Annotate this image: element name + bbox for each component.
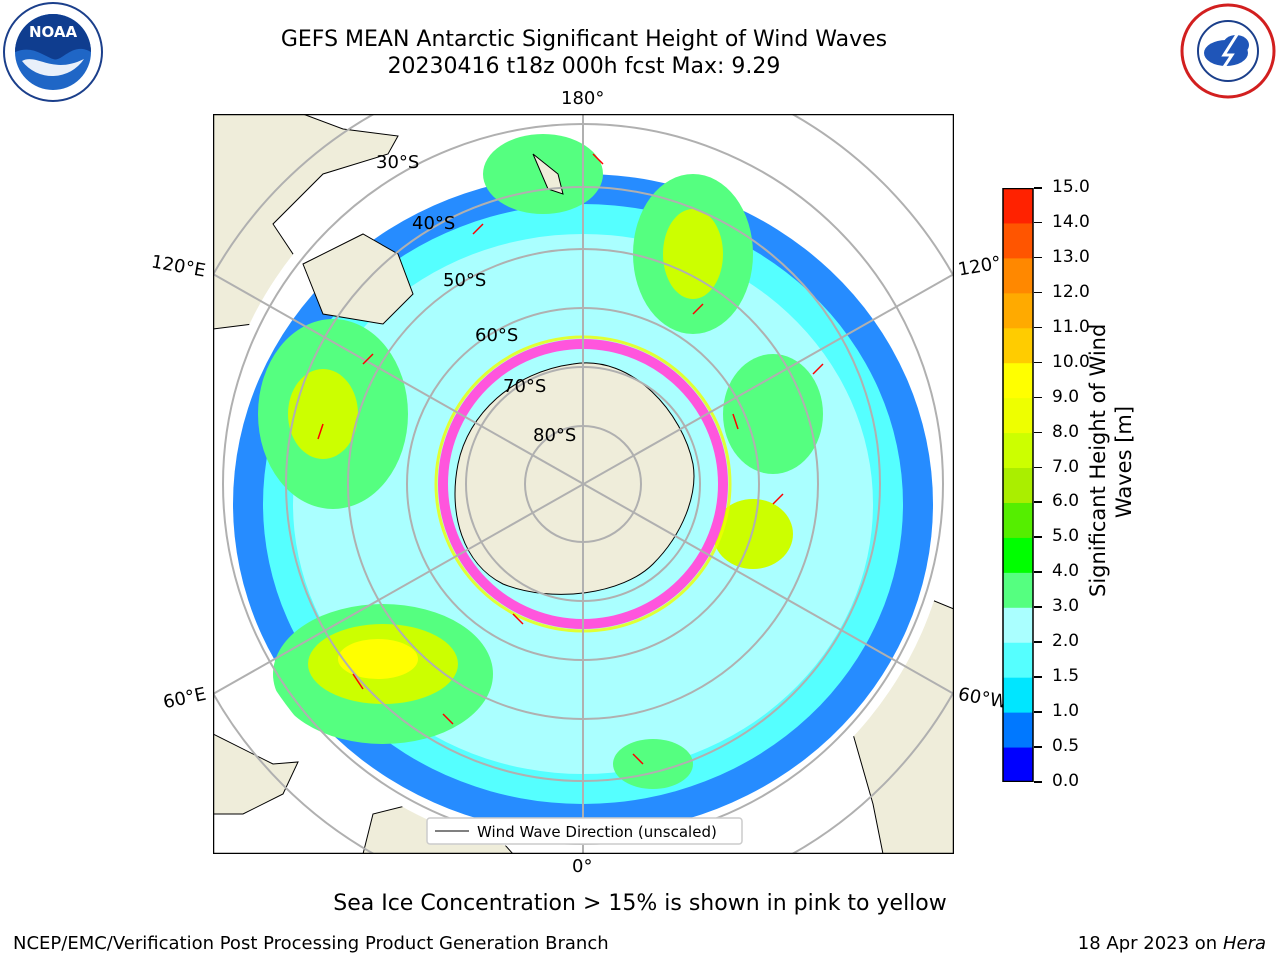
lon-label-120e: 120°E <box>149 251 208 282</box>
colorbar-tick-mark <box>1034 187 1042 189</box>
colorbar-tick-label: 0.0 <box>1052 771 1080 791</box>
colorbar-tick-label: 13.0 <box>1052 246 1090 267</box>
map-legend: Wind Wave Direction (unscaled) <box>426 817 743 845</box>
colorbar-title: Significant Height of Wind Waves [m] <box>1085 323 1145 597</box>
chart-subtitle: 20230416 t18z 000h fcst Max: 9.29 <box>387 54 781 79</box>
colorbar-tick-mark <box>1034 676 1042 678</box>
colorbar-tick-mark <box>1034 291 1042 294</box>
colorbar-tick-mark <box>1034 501 1042 503</box>
colorbar-tick-label: 11.0 <box>1052 316 1090 337</box>
colorbar-band <box>1003 607 1033 643</box>
colorbar-band <box>1003 747 1033 782</box>
colorbar <box>1002 188 1034 782</box>
colorbar-tick-mark <box>1034 536 1042 538</box>
colorbar-tick-label: 15.0 <box>1052 177 1090 197</box>
colorbar-title-line1: Significant Height of Wind <box>1086 323 1110 597</box>
lat-label-50s: 50°S <box>443 270 487 291</box>
colorbar-tick-label: 1.0 <box>1052 701 1080 722</box>
lon-label-0: 0° <box>572 856 593 877</box>
colorbar-tick-label: 4.0 <box>1052 561 1080 582</box>
footer-host: Hera <box>1222 933 1266 954</box>
colorbar-band <box>1003 467 1033 503</box>
lon-label-180: 180° <box>561 88 605 109</box>
colorbar-title-wrap: Significant Height of Wind Waves [m] <box>980 324 1250 597</box>
colorbar-band <box>1003 537 1033 573</box>
legend-label: Wind Wave Direction (unscaled) <box>477 823 717 841</box>
noaa-logo: NOAA <box>3 2 103 102</box>
colorbar-band <box>1003 677 1033 713</box>
colorbar-tick-label: 6.0 <box>1052 491 1080 512</box>
lat-label-70s: 70°S <box>503 376 547 397</box>
colorbar-tick-label: 3.0 <box>1052 596 1080 617</box>
colorbar-band <box>1003 642 1033 678</box>
colorbar-tick-label: 9.0 <box>1052 386 1080 407</box>
lon-label-120w: 120° <box>956 252 1003 281</box>
footer-credit: NCEP/EMC/Verification Post Processing Pr… <box>13 933 609 954</box>
footer-date: 18 Apr 2023 on Hera <box>1078 933 1266 954</box>
colorbar-band <box>1003 292 1033 329</box>
lat-label-80s: 80°S <box>533 425 577 446</box>
lon-label-60e: 60°E <box>161 683 208 714</box>
colorbar-tick-label: 5.0 <box>1052 526 1080 547</box>
colorbar-tick-mark <box>1034 781 1042 783</box>
colorbar-tick-mark <box>1034 396 1042 399</box>
colorbar-tick-mark <box>1034 711 1042 713</box>
colorbar-tick-mark <box>1034 606 1042 608</box>
lat-label-30s: 30°S <box>376 152 420 173</box>
colorbar-tick-label: 14.0 <box>1052 211 1090 232</box>
colorbar-tick-mark <box>1034 466 1042 469</box>
colorbar-band <box>1003 327 1033 364</box>
colorbar-tick-mark <box>1034 431 1042 434</box>
colorbar-tick-label: 1.5 <box>1052 666 1080 687</box>
colorbar-tick-mark <box>1034 326 1042 329</box>
colorbar-tick-label: 12.0 <box>1052 281 1090 302</box>
colorbar-band <box>1003 397 1033 434</box>
colorbar-band <box>1003 712 1033 748</box>
colorbar-tick-label: 2.0 <box>1052 631 1080 652</box>
colorbar-tick-mark <box>1034 571 1042 573</box>
colorbar-band <box>1003 502 1033 538</box>
colorbar-band <box>1003 432 1033 469</box>
colorbar-band <box>1003 188 1033 224</box>
colorbar-band <box>1003 572 1033 608</box>
noaa-logo-text: NOAA <box>29 23 78 41</box>
colorbar-tick-mark <box>1034 221 1042 224</box>
colorbar-tick-mark <box>1034 256 1042 259</box>
colorbar-band <box>1003 257 1033 294</box>
colorbar-tick-label: 8.0 <box>1052 421 1080 442</box>
lat-label-40s: 40°S <box>412 213 456 234</box>
polar-map: Wind Wave Direction (unscaled) <box>213 114 954 854</box>
colorbar-tick-mark <box>1034 361 1042 364</box>
colorbar-band <box>1003 222 1033 259</box>
colorbar-tick-mark <box>1034 641 1042 643</box>
colorbar-tick-mark <box>1034 746 1042 748</box>
colorbar-band <box>1003 362 1033 399</box>
footer-date-text: 18 Apr 2023 on <box>1077 933 1223 954</box>
colorbar-tick-label: 7.0 <box>1052 456 1080 477</box>
chart-title: GEFS MEAN Antarctic Significant Height o… <box>280 27 888 52</box>
colorbar-title-line2: Waves [m] <box>1112 405 1136 519</box>
colorbar-tick-label: 10.0 <box>1052 351 1090 372</box>
lat-label-60s: 60°S <box>475 325 519 346</box>
nws-logo <box>1180 3 1276 99</box>
sea-ice-note: Sea Ice Concentration > 15% is shown in … <box>333 891 947 916</box>
colorbar-tick-label: 0.5 <box>1052 736 1080 757</box>
